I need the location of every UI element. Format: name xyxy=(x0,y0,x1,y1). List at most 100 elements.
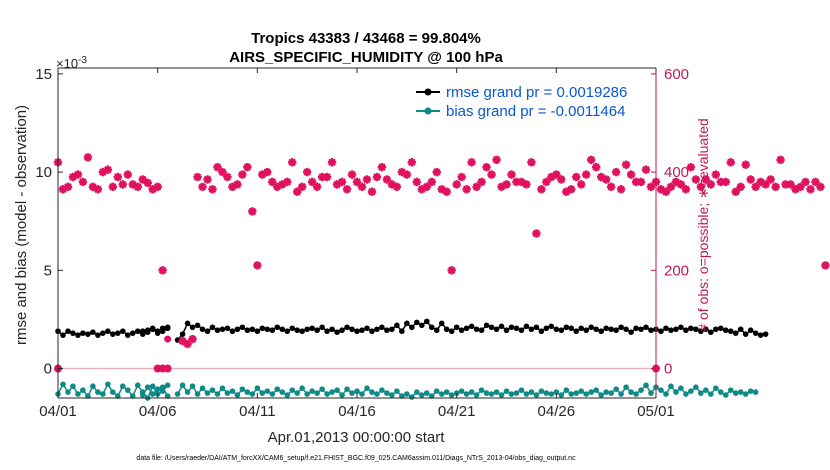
bias-point xyxy=(369,389,375,395)
obs-evaluated-point xyxy=(482,162,491,172)
obs-star-stroke xyxy=(248,207,257,216)
bias-point xyxy=(284,392,291,398)
obs-evaluated-point xyxy=(243,162,252,172)
bias-point xyxy=(199,385,206,391)
obs-star-stroke xyxy=(467,158,476,167)
rmse-point xyxy=(747,327,754,334)
bias-point xyxy=(483,390,490,396)
bias-point xyxy=(95,389,101,395)
obs-evaluated-point xyxy=(601,175,611,184)
obs-star-stroke xyxy=(592,163,601,172)
obs-evaluated-point xyxy=(93,185,103,194)
bias-point xyxy=(194,391,201,397)
bias-point xyxy=(633,391,639,397)
rmse-point xyxy=(608,326,614,333)
obs-star-stroke xyxy=(572,173,581,181)
rmse-point xyxy=(628,329,634,335)
rmse-point xyxy=(100,330,106,336)
obs-star-stroke xyxy=(532,229,541,238)
obs-evaluated-point xyxy=(377,162,387,172)
obs-evaluated-point xyxy=(402,170,412,179)
bias-point xyxy=(722,392,729,398)
obs-star-stroke xyxy=(223,173,232,181)
bias-point xyxy=(139,392,146,398)
bias-point xyxy=(119,383,126,390)
rmse-point xyxy=(742,331,749,337)
bias-point xyxy=(553,389,560,395)
obs-evaluated-point xyxy=(407,158,417,167)
chart-title-line2: AIRS_SPECIFIC_HUMIDITY @ 100 hPa xyxy=(229,49,503,66)
bias-point xyxy=(319,386,325,392)
obs-star-stroke xyxy=(462,185,471,194)
bias-point xyxy=(384,390,390,396)
bias-point xyxy=(329,389,335,395)
obs-evaluated-point xyxy=(143,178,152,188)
obs-star-stroke xyxy=(74,170,82,179)
bias-point xyxy=(219,385,226,391)
legend-label: bias grand pr = -0.0011464 xyxy=(446,103,625,120)
rmse-point xyxy=(159,325,166,332)
x-tick-label: 04/21 xyxy=(438,403,476,420)
bias-point xyxy=(164,382,171,389)
rmse-point xyxy=(119,328,126,335)
series-rmse xyxy=(55,318,769,343)
rmse-point xyxy=(90,329,96,335)
obs-star-stroke xyxy=(477,178,486,186)
obs-possible-low-point xyxy=(164,335,172,343)
bias-point xyxy=(698,390,704,396)
rmse-point xyxy=(493,326,500,333)
rmse-point xyxy=(399,328,405,335)
obs-star-stroke xyxy=(143,179,152,187)
obs-star-stroke xyxy=(771,183,780,191)
obs-evaluated-point xyxy=(223,172,232,182)
obs-evaluated-point xyxy=(238,170,247,179)
obs-evaluated-point xyxy=(412,177,421,187)
rmse-point xyxy=(503,327,510,334)
rmse-point xyxy=(603,325,609,332)
x-tick-label: 05/01 xyxy=(637,403,675,420)
y-left-tick-label: 5 xyxy=(44,262,52,279)
rmse-point xyxy=(593,326,599,333)
obs-evaluated-point xyxy=(477,177,486,187)
obs-star-stroke xyxy=(721,178,730,186)
rmse-point xyxy=(563,324,570,331)
chart-title-line1: Tropics 43383 / 43468 = 99.804% xyxy=(251,30,481,47)
bias-point xyxy=(144,384,151,390)
obs-star-stroke xyxy=(801,178,810,186)
obs-evaluated-point xyxy=(253,261,262,270)
obs-evaluated-point xyxy=(492,155,501,165)
obs-star-stroke xyxy=(398,168,406,176)
rmse-point xyxy=(538,328,545,335)
bias-point xyxy=(428,393,435,399)
obs-evaluated-point xyxy=(302,167,312,177)
rmse-point xyxy=(294,327,301,334)
bias-point xyxy=(304,391,310,397)
x-axis-label: Apr.01,2013 00:00:00 start xyxy=(268,429,446,446)
obs-evaluated-point xyxy=(636,177,646,187)
rmse-point xyxy=(423,318,430,325)
obs-star-stroke xyxy=(756,178,765,186)
obs-star-stroke xyxy=(313,183,321,191)
rmse-point xyxy=(234,326,241,333)
bias-point xyxy=(129,393,136,399)
rmse-point xyxy=(389,326,395,333)
obs-star-stroke xyxy=(283,178,292,186)
obs-star-stroke xyxy=(816,183,825,191)
obs-count-layer xyxy=(53,153,830,373)
rmse-point xyxy=(713,326,719,333)
bias-point xyxy=(115,393,121,399)
bias-point xyxy=(359,391,365,397)
obs-evaluated-point xyxy=(816,182,825,192)
rmse-point xyxy=(663,325,669,332)
obs-star-stroke xyxy=(118,180,127,189)
bias-point xyxy=(583,391,590,397)
rmse-point xyxy=(498,323,505,330)
rmse-point xyxy=(583,327,590,334)
obs-evaluated-point xyxy=(342,185,352,194)
obs-star-stroke xyxy=(108,183,117,191)
rmse-point xyxy=(269,327,276,334)
rmse-point xyxy=(523,323,530,330)
obs-evaluated-point xyxy=(73,170,83,179)
obs-possible-zero-point xyxy=(163,364,172,373)
obs-star-stroke xyxy=(672,178,680,186)
